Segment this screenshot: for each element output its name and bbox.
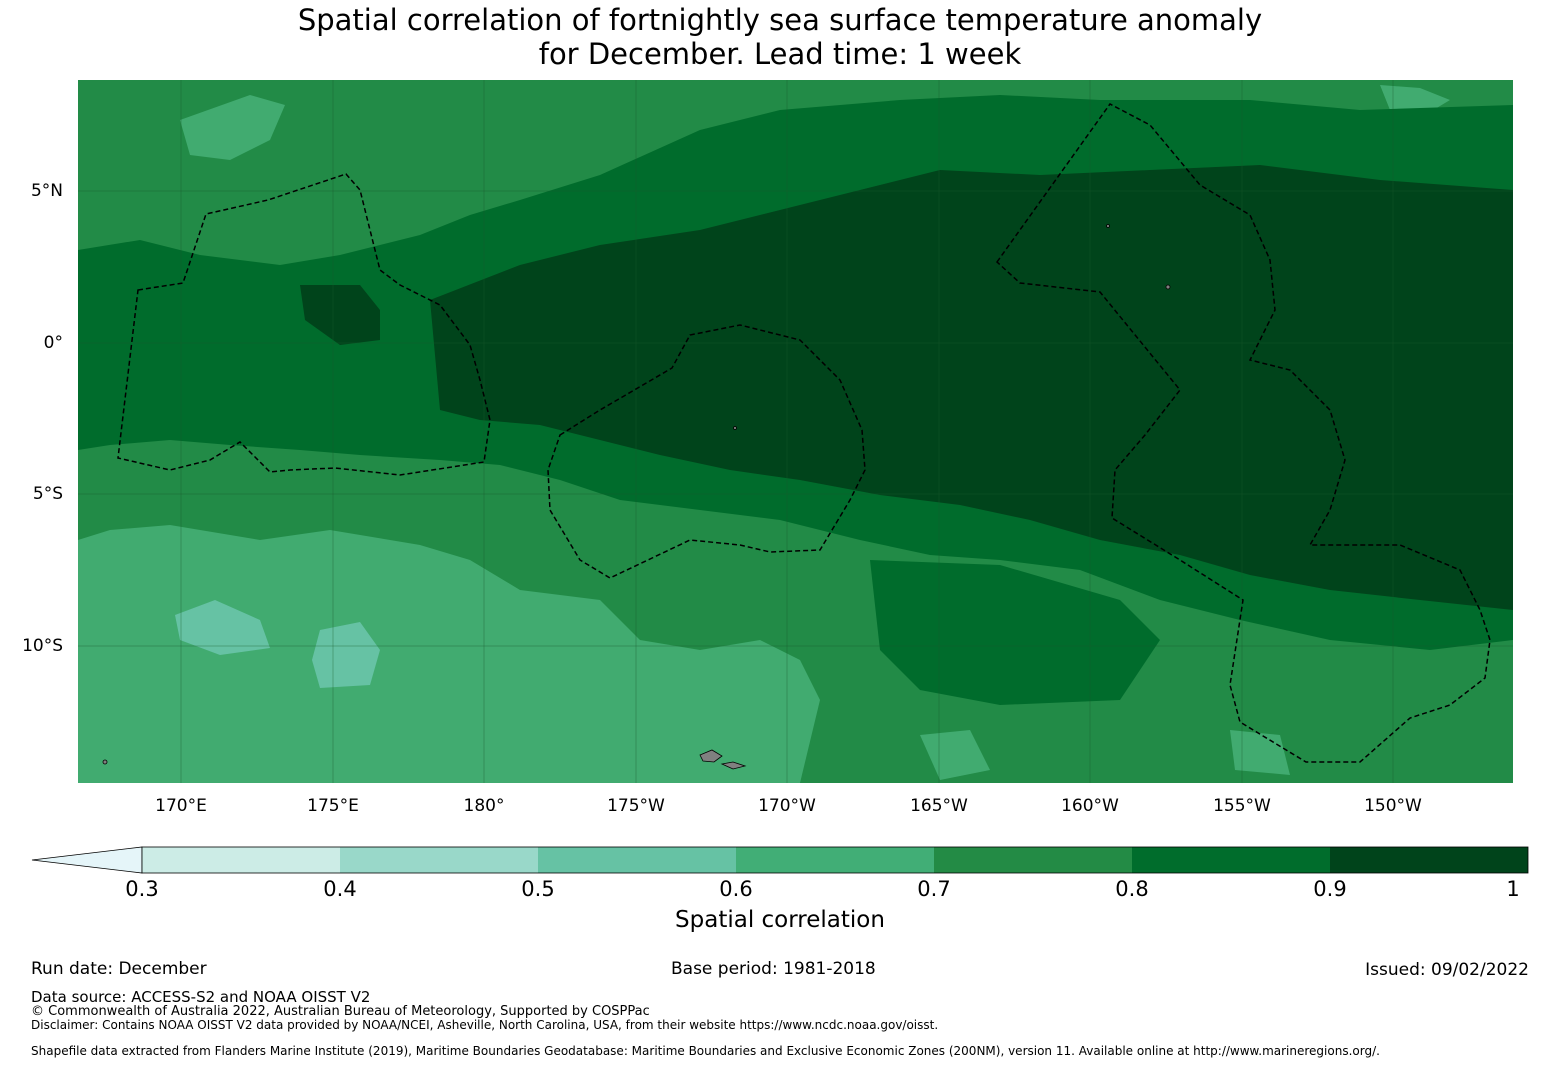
lon-label: 170°W [758,796,816,816]
island-samoa-savaii [720,761,747,770]
region-corr-0.5-0.6-b [312,622,380,688]
islands [102,224,1171,770]
region-corr-0.6-0.7-south [78,525,820,783]
region-corr-0.6-0.7-se2 [1230,730,1290,775]
colorbar-tick: 0.7 [917,877,951,901]
colorbar-bin-0.6-0.7 [736,847,934,873]
colorbar-bin-0.9-1.0 [1330,847,1528,873]
lat-label-5s: 5°S [32,484,63,504]
colorbar-tick: 0.5 [521,877,555,901]
colorbar-label: Spatial correlation [675,907,885,933]
colorbar-tick: 0.4 [323,877,357,901]
chart-title-line-2: for December. Lead time: 1 week [538,37,1022,71]
graticule [78,80,1513,783]
island-dot [102,759,108,765]
copyright: © Commonwealth of Australia 2022, Austra… [31,1004,650,1019]
colorbar-tick: 0.6 [719,877,753,901]
lon-label: 160°W [1061,796,1119,816]
island-dot [733,426,737,430]
region-corr-0.6-0.7-ne [1380,85,1450,112]
colorbar-tick: 0.3 [125,877,159,901]
island-samoa-upolu [699,749,723,763]
run-date: Run date: December [31,959,207,979]
lon-label: 150°W [1364,796,1422,816]
colorbar [31,846,1529,874]
data-source: Data source: ACCESS-S2 and NOAA OISST V2 [31,988,371,1006]
shapefile-credit: Shapefile data extracted from Flanders M… [31,1044,1380,1058]
lon-label: 170°E [155,796,207,816]
island-dot [1165,284,1171,290]
region-corr-0.9-1.0 [430,165,1513,610]
colorbar-tick: 0.8 [1115,877,1149,901]
lon-label: 155°W [1213,796,1271,816]
colorbar-extension-arrow [31,846,143,874]
colorbar-tick: 0.9 [1313,877,1347,901]
colorbar-bin-0.3-0.4 [142,847,340,873]
colorbar-bin-0.4-0.5 [340,847,538,873]
colorbar-bin-0.8-0.9 [1132,847,1330,873]
region-corr-0.6-0.7-north [180,95,285,160]
base-period: Base period: 1981-2018 [671,959,876,979]
colorbar-tick: 1 [1506,877,1520,901]
island-dot [1106,224,1110,228]
lon-label: 180° [463,796,505,816]
region-corr-0.5-0.6-a [175,600,270,655]
region-corr-0.9-1.0-west [300,285,380,345]
lon-label: 175°E [307,796,359,816]
map-panel [78,80,1513,783]
eez-boundary-kiribati-line [996,103,1491,763]
lat-label-10s: 10°S [22,636,63,656]
region-corr-0.6-0.7-se [920,730,990,780]
lon-label: 175°W [607,796,665,816]
region-corr-0.8-0.9-east-ext [870,560,1160,705]
lon-label: 165°W [910,796,968,816]
disclaimer: Disclaimer: Contains NOAA OISST V2 data … [31,1018,939,1032]
lat-label-5n: 5°N [30,181,63,201]
eez-boundary-kiribati-gilbert [117,173,491,476]
lat-label-0: 0° [43,333,63,353]
colorbar-bin-0.5-0.6 [538,847,736,873]
colorbar-bin-0.7-0.8 [934,847,1132,873]
issued-date: Issued: 09/02/2022 [1365,960,1529,980]
eez-boundary-tokelau [547,324,866,579]
chart-title-line-1: Spatial correlation of fortnightly sea s… [297,3,1263,37]
